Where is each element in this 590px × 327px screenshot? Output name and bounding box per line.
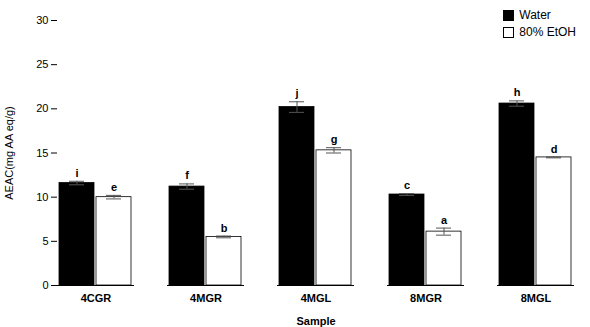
- svg-text:4MGR: 4MGR: [190, 292, 222, 304]
- html-text:Water: Water: [519, 8, 551, 22]
- svg-text:d: d: [551, 142, 558, 154]
- svg-text:15: 15: [36, 147, 48, 159]
- svg-text:j: j: [294, 87, 298, 99]
- svg-text:h: h: [514, 86, 521, 98]
- svg-text:25: 25: [36, 58, 48, 70]
- svg-text:30: 30: [36, 14, 48, 26]
- svg-text:4MGL: 4MGL: [301, 292, 332, 304]
- svg-text:g: g: [331, 133, 338, 145]
- svg-text:a: a: [441, 214, 448, 226]
- svg-text:4CGR: 4CGR: [81, 292, 112, 304]
- html-text:80% EtOH: 80% EtOH: [519, 25, 576, 39]
- svg-text:f: f: [185, 169, 189, 181]
- svg-text:b: b: [221, 222, 228, 234]
- svg-text:8MGR: 8MGR: [410, 292, 442, 304]
- svg-text:c: c: [404, 179, 410, 191]
- svg-text:i: i: [75, 167, 78, 179]
- svg-text:20: 20: [36, 102, 48, 114]
- svg-text:AEAC(mg AA eq/g): AEAC(mg AA eq/g): [3, 106, 15, 200]
- svg-text:10: 10: [36, 191, 48, 203]
- svg-text:e: e: [111, 181, 117, 193]
- svg-text:8MGL: 8MGL: [521, 292, 552, 304]
- svg-text:5: 5: [42, 235, 48, 247]
- svg-text:Sample: Sample: [296, 315, 335, 327]
- svg-text:0: 0: [42, 279, 48, 291]
